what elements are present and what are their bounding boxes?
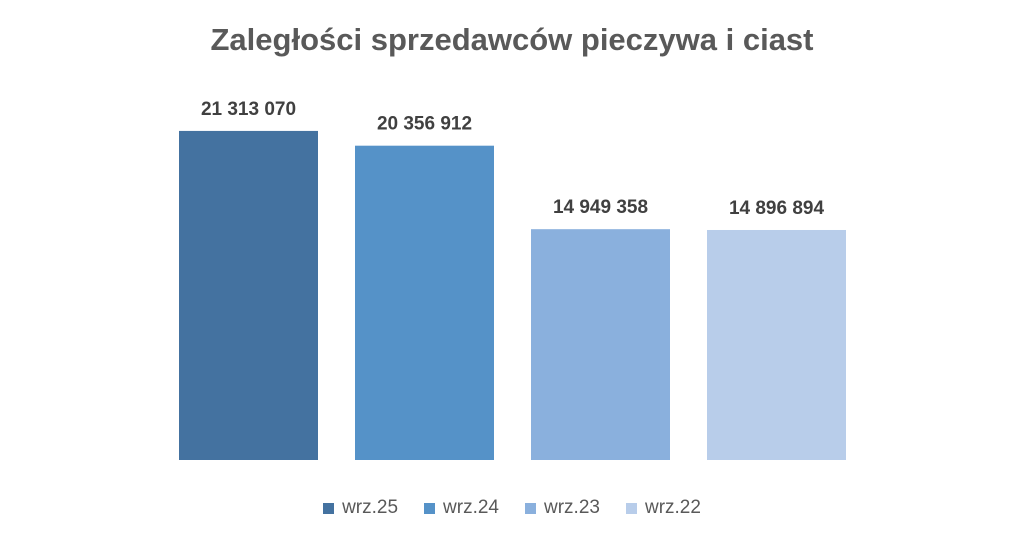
- legend-label: wrz.24: [443, 497, 499, 518]
- legend-item-wrz.25: wrz.25: [323, 497, 398, 519]
- bar-wrz.24: [355, 145, 494, 461]
- data-label-wrz.22: 14 896 894: [729, 198, 825, 219]
- bar-wrz.25: [179, 130, 318, 460]
- legend: wrz.25 wrz.24 wrz.23 wrz.22: [0, 497, 1024, 519]
- data-label-wrz.24: 20 356 912: [377, 114, 472, 135]
- bar-wrz.23: [531, 229, 670, 460]
- legend-label: wrz.22: [644, 497, 701, 518]
- legend-item-wrz.22: wrz.22: [625, 497, 701, 519]
- bar-wrz.22: [707, 229, 846, 460]
- legend-label: wrz.25: [342, 497, 399, 518]
- legend-item-wrz.24: wrz.24: [424, 497, 499, 519]
- legend-item-wrz.23: wrz.23: [525, 497, 600, 519]
- data-label-wrz.25: 21 313 070: [201, 99, 296, 120]
- data-label-wrz.23: 14 949 358: [553, 197, 648, 218]
- legend-swatch: [323, 502, 335, 514]
- legend-label: wrz.23: [544, 497, 600, 518]
- legend-swatch: [625, 502, 637, 514]
- chart-title: Zaległości sprzedawców pieczywa i ciast: [210, 22, 814, 57]
- legend-swatch: [424, 502, 436, 514]
- legend-swatch: [525, 502, 536, 514]
